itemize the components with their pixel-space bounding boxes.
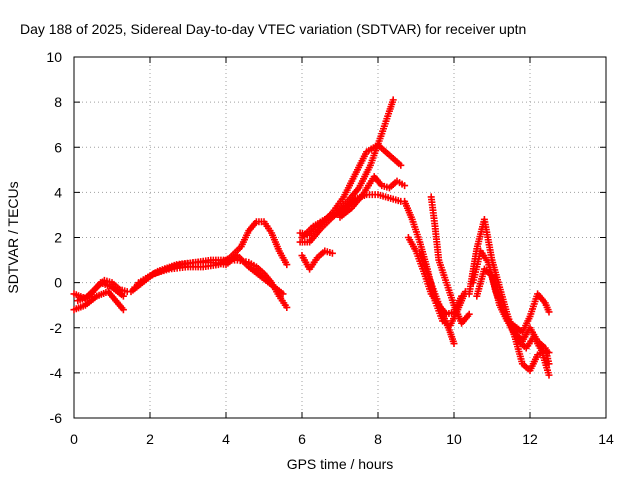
y-tick-label: 6 xyxy=(54,139,62,155)
series-6 xyxy=(135,252,287,298)
x-tick-label: 12 xyxy=(522,431,538,447)
data-point xyxy=(401,182,409,190)
series-10 xyxy=(336,173,409,221)
y-tick-label: -2 xyxy=(50,320,63,336)
data-point xyxy=(389,96,397,104)
y-tick-label: -4 xyxy=(50,365,63,381)
x-tick-label: 8 xyxy=(374,431,382,447)
data-point xyxy=(279,290,287,298)
data-point xyxy=(545,371,553,379)
data-point xyxy=(458,292,466,300)
data-point xyxy=(545,360,553,368)
x-tick-label: 0 xyxy=(70,431,78,447)
x-tick-label: 6 xyxy=(298,431,306,447)
data-point xyxy=(283,261,291,269)
data-point xyxy=(119,306,127,314)
grid xyxy=(74,57,606,418)
x-tick-label: 2 xyxy=(146,431,154,447)
data-point xyxy=(450,340,458,348)
axis-ticks: 0 2 4 6 8 10 12 14 -6 -4 -2 0 2 4 6 8 10 xyxy=(46,49,614,447)
series-18 xyxy=(473,265,553,368)
chart-title: Day 188 of 2025, Sidereal Day-to-day VTE… xyxy=(20,21,526,37)
y-tick-label: 10 xyxy=(46,49,62,65)
series-9 xyxy=(298,96,397,241)
data-point xyxy=(328,249,336,257)
series-14 xyxy=(416,249,458,348)
x-axis-label: GPS time / hours xyxy=(287,456,394,472)
data-points xyxy=(70,96,553,379)
data-point xyxy=(119,292,127,300)
y-axis-label: SDTVAR / TECUs xyxy=(5,181,21,293)
series-11 xyxy=(298,247,336,273)
series-2 xyxy=(70,288,127,314)
y-tick-label: -6 xyxy=(50,410,63,426)
series-3 xyxy=(74,279,127,305)
y-tick-label: 0 xyxy=(54,275,62,291)
series-19 xyxy=(507,290,553,336)
data-point xyxy=(397,161,405,169)
y-tick-label: 2 xyxy=(54,230,62,246)
x-tick-label: 10 xyxy=(446,431,462,447)
y-tick-label: 4 xyxy=(54,184,62,200)
data-point xyxy=(283,303,291,311)
x-tick-label: 4 xyxy=(222,431,230,447)
data-point xyxy=(545,308,553,316)
data-point xyxy=(465,310,473,318)
x-tick-label: 14 xyxy=(598,431,614,447)
y-tick-label: 8 xyxy=(54,94,62,110)
series-15 xyxy=(427,193,473,327)
series-17 xyxy=(469,247,553,379)
